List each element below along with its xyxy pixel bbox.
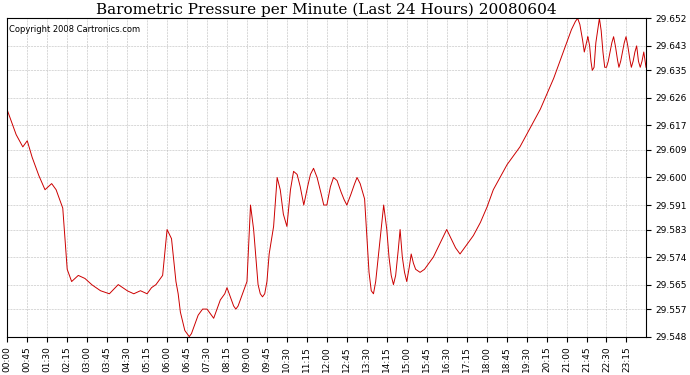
- Text: Copyright 2008 Cartronics.com: Copyright 2008 Cartronics.com: [8, 25, 139, 34]
- Title: Barometric Pressure per Minute (Last 24 Hours) 20080604: Barometric Pressure per Minute (Last 24 …: [97, 3, 557, 17]
